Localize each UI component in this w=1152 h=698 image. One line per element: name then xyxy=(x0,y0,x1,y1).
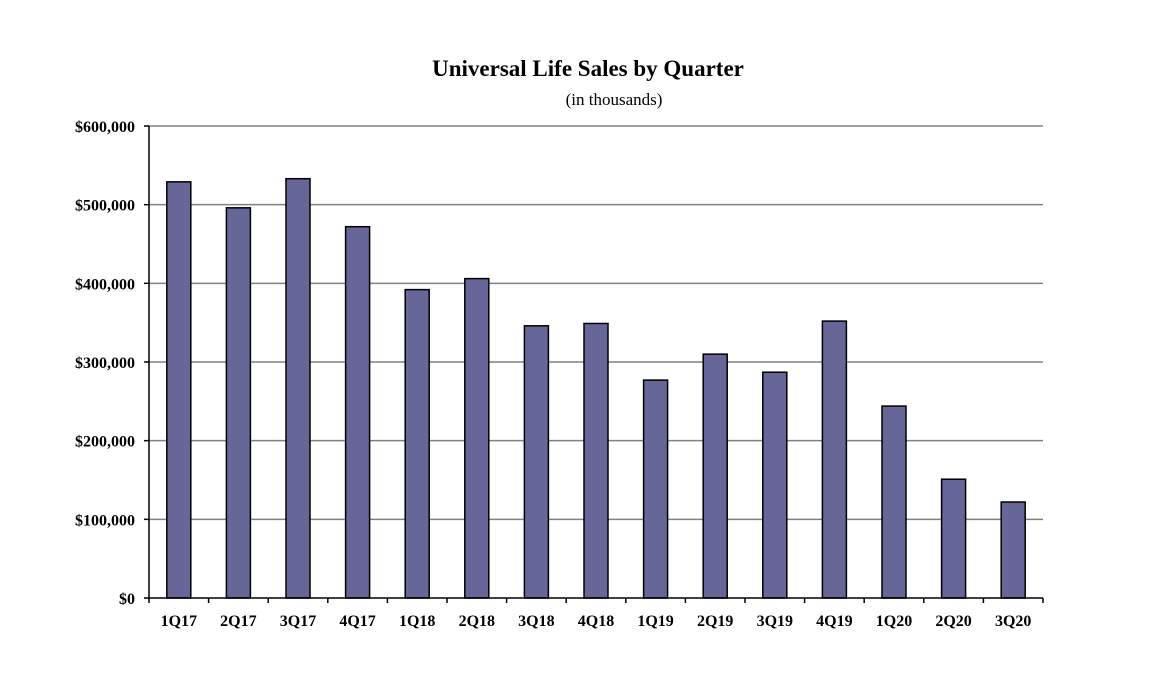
x-tick-label: 1Q20 xyxy=(876,613,912,630)
bar xyxy=(344,225,371,599)
bar xyxy=(1000,501,1026,599)
chart-title: Universal Life Sales by Quarter xyxy=(432,56,744,81)
bar xyxy=(464,277,490,599)
y-tick-label: $300,000 xyxy=(75,355,135,372)
bar xyxy=(642,379,669,599)
x-tick-label: 4Q18 xyxy=(578,613,614,630)
x-tick-label: 2Q17 xyxy=(220,613,256,630)
x-tick-label: 3Q18 xyxy=(518,613,554,630)
x-tick-label: 1Q18 xyxy=(399,613,435,630)
x-tick-label: 2Q18 xyxy=(459,613,495,630)
y-tick-label: $600,000 xyxy=(75,119,135,136)
bar xyxy=(940,478,967,599)
tick-labels: $0 $100,000 $200,000 $300,000 $400,000 $500,0… xyxy=(75,119,1031,630)
y-tick-label: $500,000 xyxy=(75,198,135,215)
x-tick-label: 2Q19 xyxy=(697,613,733,630)
x-tick-label: 4Q17 xyxy=(339,613,375,630)
bar xyxy=(702,353,728,599)
bars xyxy=(166,177,1026,599)
y-tick-label: $200,000 xyxy=(75,434,135,451)
bar xyxy=(583,322,609,599)
bar xyxy=(821,320,848,599)
y-tick-label: $400,000 xyxy=(75,276,135,293)
axes xyxy=(144,125,1044,603)
x-tick-label: 3Q17 xyxy=(280,613,316,630)
bar xyxy=(225,207,252,599)
bar xyxy=(881,405,907,599)
y-tick-label: $100,000 xyxy=(75,512,135,529)
x-tick-label: 3Q20 xyxy=(995,613,1031,630)
x-tick-label: 1Q19 xyxy=(637,613,673,630)
x-tick-label: 4Q19 xyxy=(816,613,852,630)
bar xyxy=(523,325,550,599)
x-tick-label: 1Q17 xyxy=(161,613,197,630)
chart-subtitle: (in thousands) xyxy=(566,90,663,109)
x-tick-label: 3Q19 xyxy=(757,613,793,630)
bar xyxy=(404,288,430,599)
y-tick-label: $0 xyxy=(119,591,135,608)
bar xyxy=(166,181,192,599)
bar xyxy=(285,177,311,599)
bar xyxy=(762,371,788,599)
x-tick-label: 2Q20 xyxy=(935,613,971,630)
